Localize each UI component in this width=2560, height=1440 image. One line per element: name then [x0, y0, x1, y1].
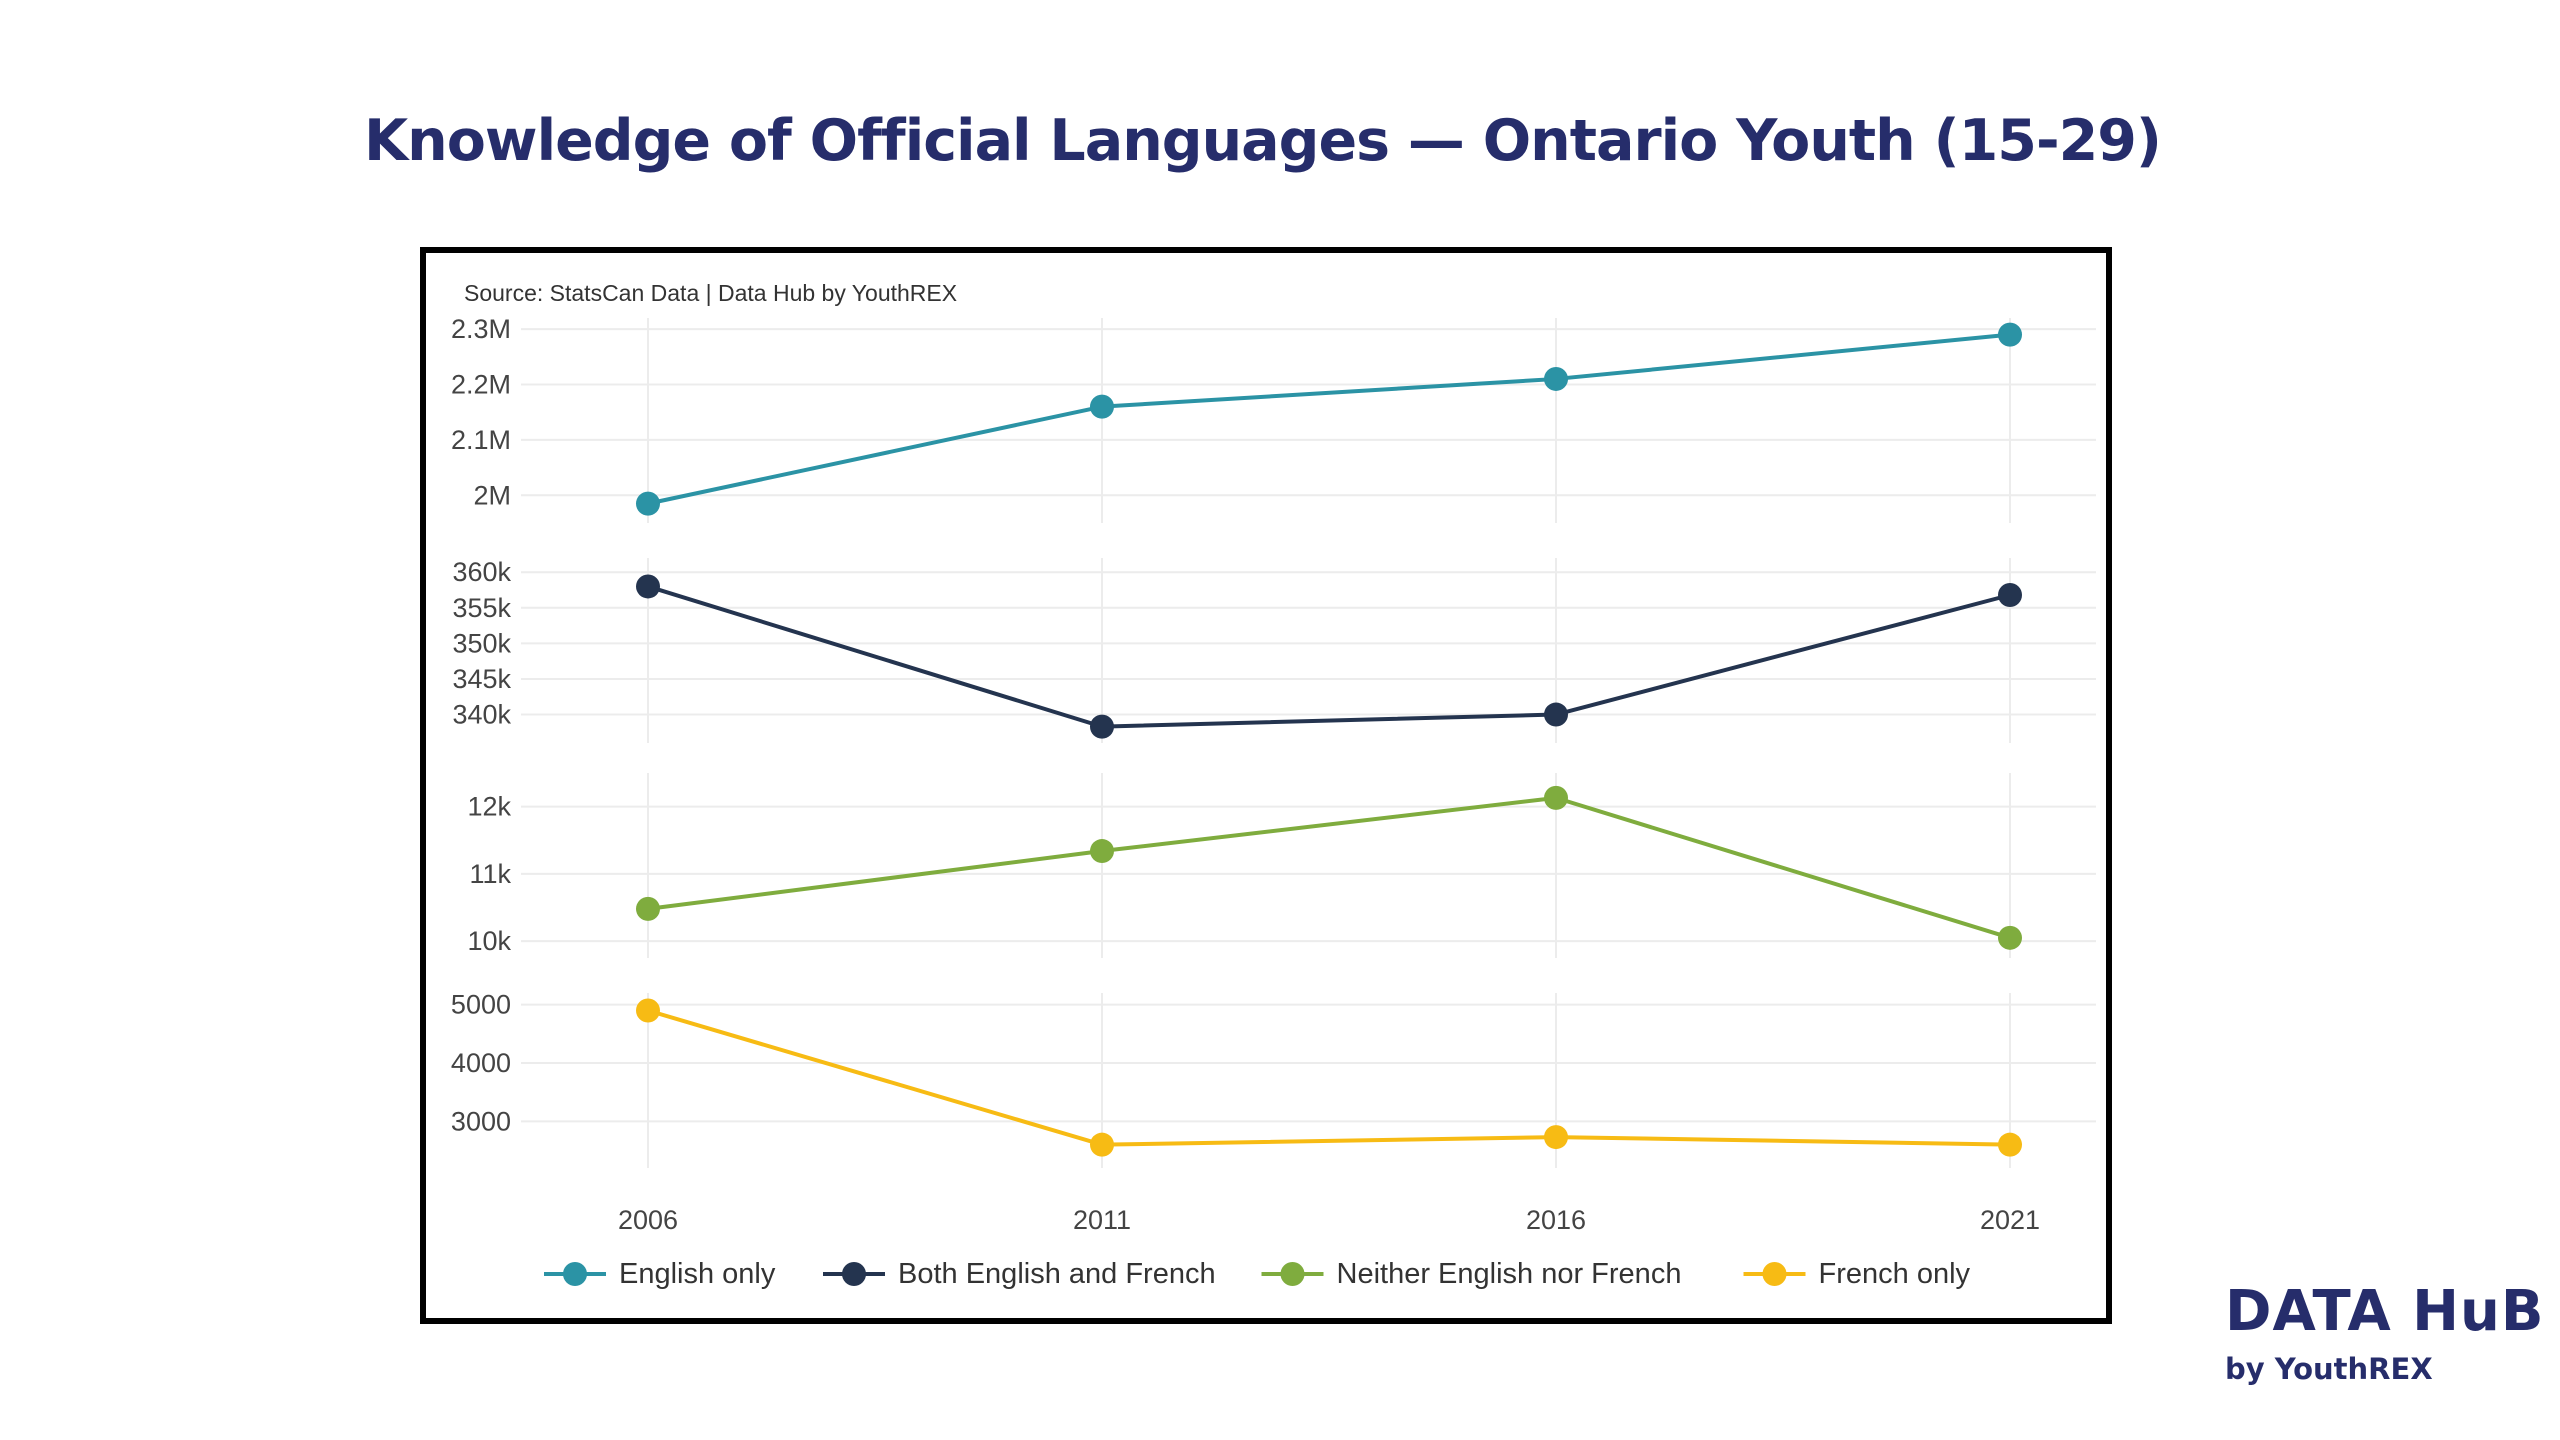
chart-frame: Source: StatsCan Data | Data Hub by Yout…: [420, 247, 2112, 1324]
x-tick-label: 2006: [618, 1205, 678, 1235]
series-line-english-only: [647, 332, 2011, 506]
data-point-neither-english-nor-french-2016: [1544, 785, 1568, 810]
series-line-french-only: [647, 1008, 2011, 1147]
legend-marker-english-only: [563, 1262, 587, 1286]
data-point-french-only-2016: [1544, 1125, 1568, 1150]
legend-item-both-english-and-french: Both English and French: [823, 1258, 1216, 1290]
y-tick-label: 350k: [452, 628, 511, 658]
legend-item-english-only: English only: [544, 1258, 776, 1290]
chart-plot: 2M 2.1M 2.2M 2.3M 340k 345k 350k 355k 360k 10k 11k…: [451, 314, 2096, 1290]
y-tick-label: 10k: [467, 926, 511, 956]
y-tick-label: 5000: [451, 990, 511, 1020]
series-line-both-english-and-french: [647, 584, 2011, 729]
y-tick-label: 360k: [452, 557, 511, 587]
data-point-both-english-and-french-2006: [636, 574, 660, 599]
legend-marker-neither-english-nor-french: [1280, 1262, 1305, 1286]
data-point-neither-english-nor-french-2006: [636, 896, 660, 921]
data-point-english-only-2006: [636, 491, 660, 516]
legend-marker-french-only: [1762, 1262, 1787, 1286]
page-title: Knowledge of Official Languages — Ontari…: [364, 108, 2162, 174]
data-point-neither-english-nor-french-2021: [1998, 925, 2022, 950]
brand-logo: DATA HuB by YouthREX: [2225, 1279, 2545, 1387]
brand-subtitle: by YouthREX: [2225, 1352, 2433, 1386]
x-tick-label: 2011: [1073, 1205, 1131, 1235]
series-line-neither-english-nor-french: [647, 795, 2011, 940]
data-point-french-only-2006: [636, 998, 660, 1023]
data-point-french-only-2011: [1090, 1132, 1114, 1157]
legend-label-english-only: English only: [619, 1258, 776, 1290]
y-tick-label: 12k: [467, 792, 511, 822]
data-point-english-only-2016: [1544, 366, 1568, 391]
x-tick-label: 2021: [1980, 1205, 2040, 1235]
y-tick-label: 2.2M: [451, 369, 511, 399]
legend-item-neither-english-nor-french: Neither English nor French: [1261, 1258, 1682, 1290]
y-tick-label: 4000: [451, 1048, 511, 1078]
data-point-both-english-and-french-2021: [1998, 583, 2022, 607]
data-point-neither-english-nor-french-2011: [1090, 839, 1114, 864]
data-point-both-english-and-french-2016: [1544, 702, 1568, 727]
y-tick-label: 11k: [469, 859, 511, 889]
y-tick-label: 340k: [452, 700, 511, 730]
data-point-english-only-2021: [1998, 322, 2022, 347]
source-note: Source: StatsCan Data | Data Hub by Yout…: [464, 280, 958, 306]
data-point-english-only-2011: [1090, 394, 1114, 419]
y-tick-label: 355k: [452, 593, 511, 623]
data-point-both-english-and-french-2011: [1090, 714, 1114, 739]
legend-label-neither-english-nor-french: Neither English nor French: [1337, 1258, 1682, 1290]
data-point-french-only-2021: [1998, 1132, 2022, 1157]
y-tick-label: 2.1M: [451, 425, 511, 455]
x-tick-label: 2016: [1526, 1205, 1586, 1235]
legend-marker-both-english-and-french: [842, 1262, 866, 1286]
legend-label-both-english-and-french: Both English and French: [898, 1258, 1216, 1290]
legend-item-french-only: French only: [1743, 1258, 1971, 1290]
y-tick-label: 345k: [452, 664, 511, 694]
brand-name: DATA HuB: [2225, 1279, 2545, 1344]
y-tick-label: 3000: [451, 1106, 511, 1136]
legend-label-french-only: French only: [1819, 1258, 1971, 1290]
y-tick-label: 2M: [473, 480, 511, 510]
y-tick-label: 2.3M: [451, 314, 511, 344]
